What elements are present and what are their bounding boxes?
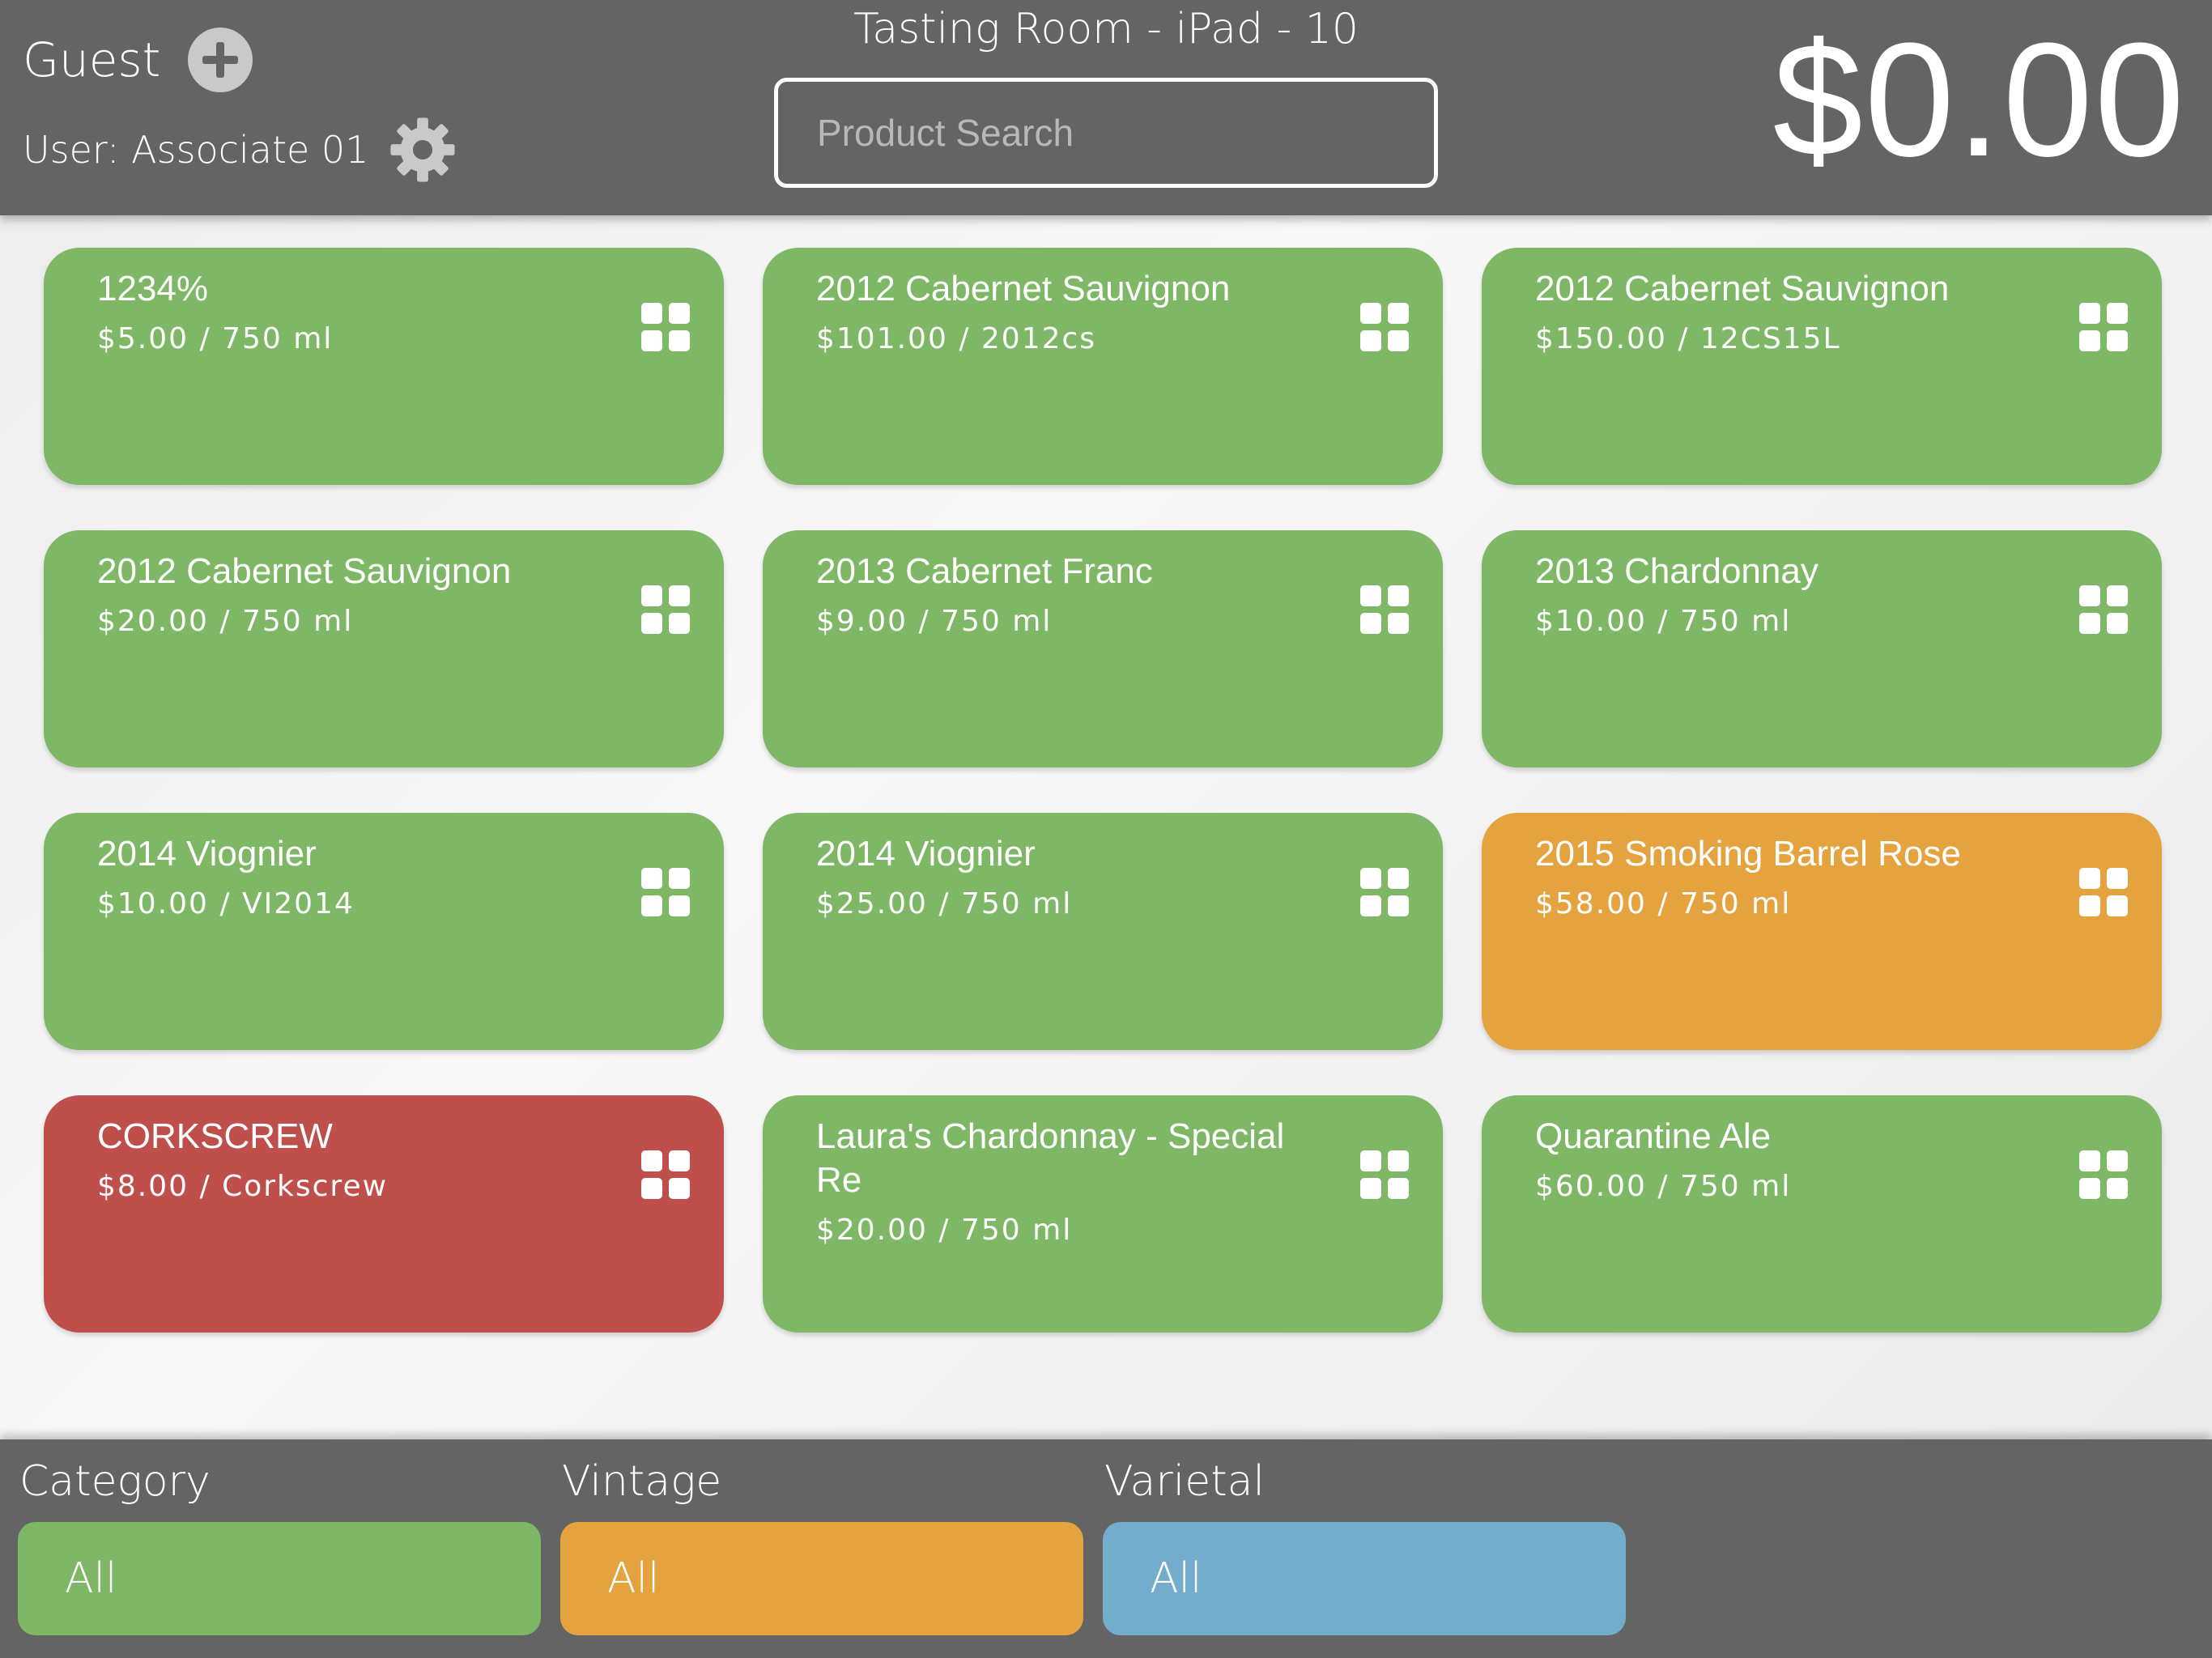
order-total: $0.00 — [1772, 10, 2186, 190]
grid-icon[interactable] — [641, 303, 690, 351]
gear-icon[interactable] — [388, 115, 457, 185]
product-price: $10.00 / VI2014 — [97, 887, 355, 920]
grid-icon[interactable] — [1360, 303, 1409, 351]
product-name: 2012 Cabernet Sauvignon — [97, 551, 512, 591]
vintage-select[interactable]: All — [560, 1522, 1083, 1635]
product-price: $20.00 / 750 ml — [816, 1214, 1073, 1247]
grid-icon[interactable] — [1360, 585, 1409, 634]
user-label: User: Associate 01 — [23, 128, 369, 172]
product-price: $101.00 / 2012cs — [816, 322, 1097, 355]
product-name: 1234% — [97, 269, 209, 308]
grid-icon[interactable] — [2079, 1150, 2128, 1199]
product-tile[interactable]: CORKSCREW $8.00 / Corkscrew — [44, 1095, 724, 1333]
product-name: 2013 Chardonnay — [1535, 551, 1819, 591]
grid-icon[interactable] — [641, 585, 690, 634]
product-price: $8.00 / Corkscrew — [97, 1170, 389, 1203]
category-select[interactable]: All — [18, 1522, 541, 1635]
grid-icon[interactable] — [1360, 1150, 1409, 1199]
grid-icon[interactable] — [2079, 868, 2128, 916]
product-tile[interactable]: 2012 Cabernet Sauvignon $150.00 / 12CS15… — [1482, 248, 2162, 485]
product-tile[interactable]: 2012 Cabernet Sauvignon $20.00 / 750 ml — [44, 530, 724, 767]
product-name: 2014 Viognier — [97, 834, 317, 874]
product-name: 2015 Smoking Barrel Rose — [1535, 834, 1961, 874]
product-name: Laura's Chardonnay - Special Re — [816, 1116, 1285, 1200]
varietal-label: Varietal — [1104, 1457, 1265, 1506]
product-name: 2014 Viognier — [816, 834, 1036, 874]
guest-label[interactable]: Guest — [23, 32, 161, 87]
user-row: User: Associate 01 — [23, 115, 457, 185]
varietal-select[interactable]: All — [1103, 1522, 1626, 1635]
grid-icon[interactable] — [1360, 868, 1409, 916]
product-name: CORKSCREW — [97, 1116, 333, 1156]
grid-icon[interactable] — [641, 1150, 690, 1199]
product-price: $10.00 / 750 ml — [1535, 605, 1792, 638]
product-tile[interactable]: 2015 Smoking Barrel Rose $58.00 / 750 ml — [1482, 813, 2162, 1050]
page-title: Tasting Room - iPad - 10 — [853, 5, 1359, 53]
product-search-input[interactable] — [774, 78, 1438, 188]
product-tile[interactable]: Quarantine Ale $60.00 / 750 ml — [1482, 1095, 2162, 1333]
top-bar: Guest User: Associate 01 Tasting Room - … — [0, 0, 2212, 215]
product-price: $9.00 / 750 ml — [816, 605, 1053, 638]
product-price: $5.00 / 750 ml — [97, 322, 334, 355]
product-price: $60.00 / 750 ml — [1535, 1170, 1792, 1203]
product-tile[interactable]: 2013 Cabernet Franc $9.00 / 750 ml — [763, 530, 1443, 767]
product-price: $25.00 / 750 ml — [816, 887, 1073, 920]
add-guest-icon[interactable] — [188, 28, 253, 92]
vintage-label: Vintage — [562, 1457, 722, 1506]
product-tile[interactable]: Laura's Chardonnay - Special Re $20.00 /… — [763, 1095, 1443, 1333]
product-price: $150.00 / 12CS15L — [1535, 322, 1841, 355]
grid-icon[interactable] — [2079, 585, 2128, 634]
product-price: $20.00 / 750 ml — [97, 605, 354, 638]
grid-icon[interactable] — [641, 868, 690, 916]
product-name: 2012 Cabernet Sauvignon — [816, 269, 1231, 308]
grid-icon[interactable] — [2079, 303, 2128, 351]
product-grid: 1234% $5.00 / 750 ml 2012 Cabernet Sauvi… — [44, 248, 2162, 1333]
product-tile[interactable]: 2013 Chardonnay $10.00 / 750 ml — [1482, 530, 2162, 767]
product-tile[interactable]: 2014 Viognier $10.00 / VI2014 — [44, 813, 724, 1050]
category-label: Category — [19, 1457, 211, 1506]
product-tile[interactable]: 2012 Cabernet Sauvignon $101.00 / 2012cs — [763, 248, 1443, 485]
filter-bar: Category All Vintage All Varietal All — [0, 1439, 2212, 1658]
product-tile[interactable]: 1234% $5.00 / 750 ml — [44, 248, 724, 485]
product-price: $58.00 / 750 ml — [1535, 887, 1792, 920]
product-name: 2012 Cabernet Sauvignon — [1535, 269, 1950, 308]
product-name: Quarantine Ale — [1535, 1116, 1772, 1156]
product-tile[interactable]: 2014 Viognier $25.00 / 750 ml — [763, 813, 1443, 1050]
guest-row: Guest — [23, 28, 253, 92]
product-name: 2013 Cabernet Franc — [816, 551, 1153, 591]
